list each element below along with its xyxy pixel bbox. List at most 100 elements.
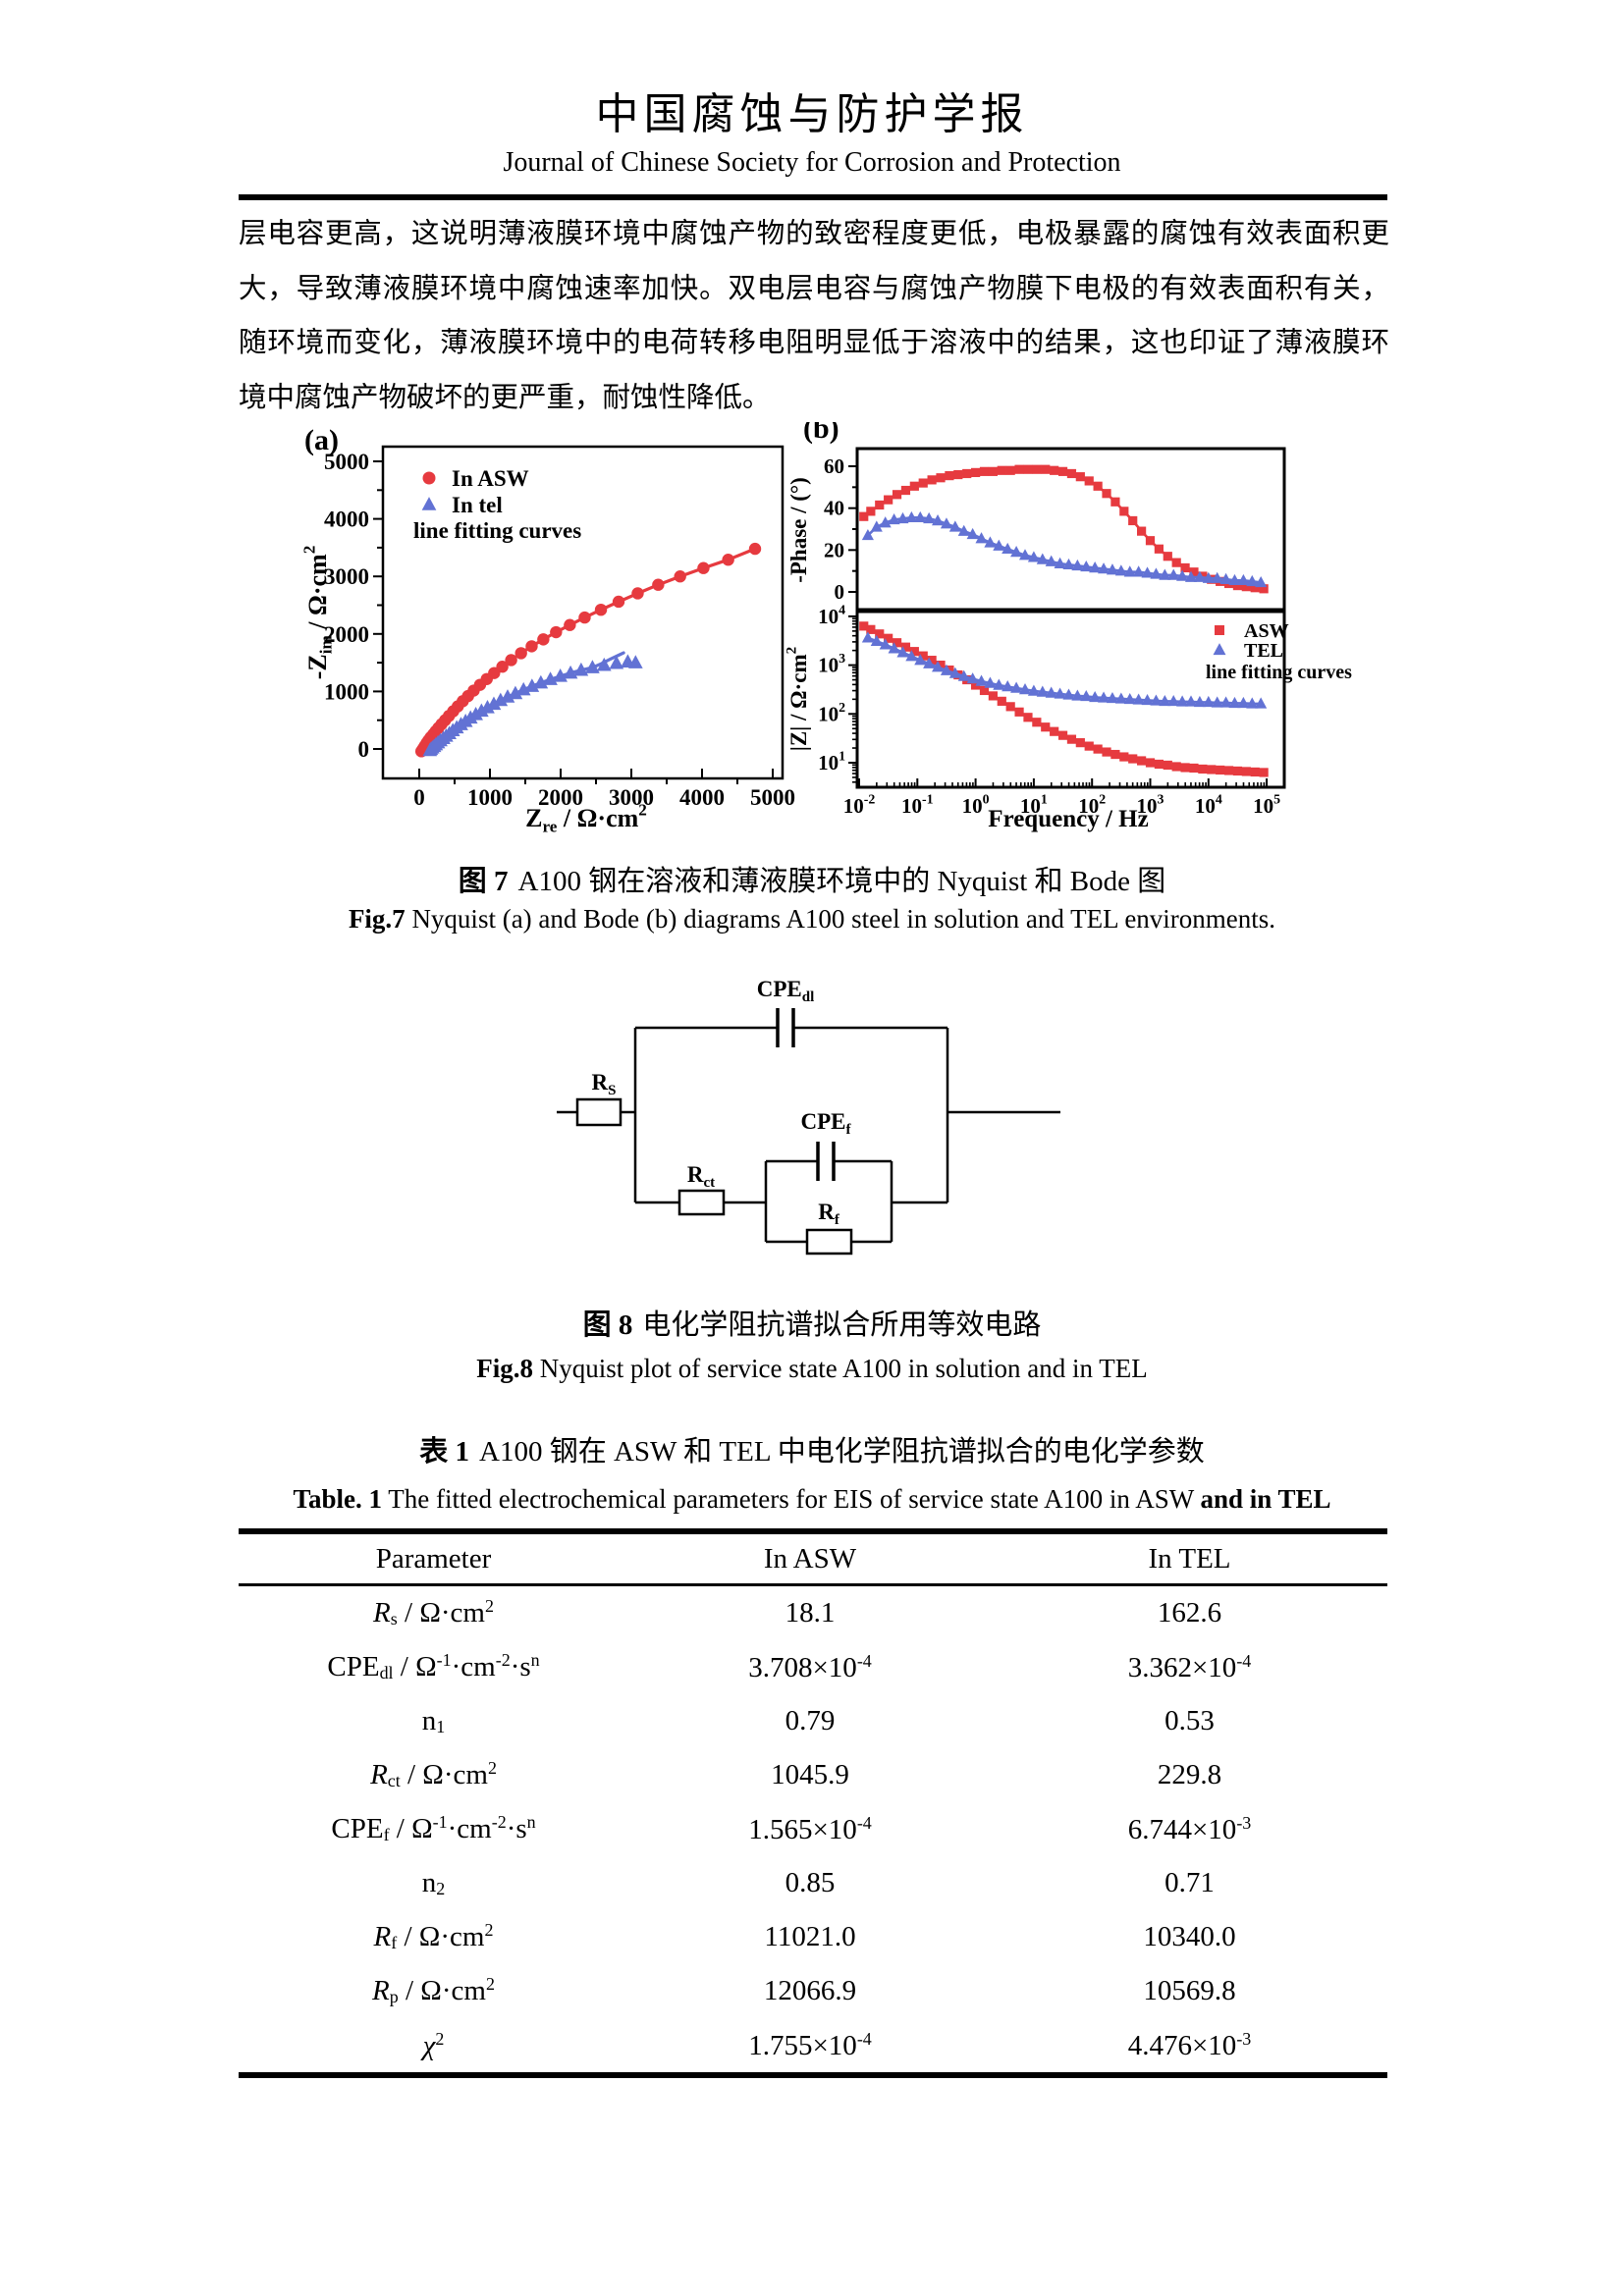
panel-b-label: (b) xyxy=(803,422,839,445)
svg-text:105: 105 xyxy=(1253,792,1280,818)
asw-value-cell: 18.1 xyxy=(785,1597,836,1629)
label-rs: RS xyxy=(592,1070,617,1098)
table-row: Rf / Ω·cm2 11021.0 10340.0 xyxy=(239,1910,1387,1964)
label-cpedl: CPEdl xyxy=(757,977,815,1005)
bode-legend-asw: ASW xyxy=(1244,620,1289,642)
table-row: CPEf / Ω-1·cm-2·sn 1.565×10-4 6.744×10-3 xyxy=(239,1802,1387,1856)
header-rule xyxy=(239,194,1387,200)
table-row: CPEdl / Ω-1·cm-2·sn 3.708×10-4 3.362×10-4 xyxy=(239,1640,1387,1694)
phase-ytick-label: 40 xyxy=(824,497,844,520)
tel-value-cell: 10340.0 xyxy=(1143,1921,1236,1952)
param-cell: Rp / Ω·cm2 xyxy=(372,1974,495,2007)
paragraph-line: 层电容更高，这说明薄液膜环境中腐蚀产物的致密程度更低，电极暴露的腐蚀有效表面积更 xyxy=(239,219,1389,249)
tel-value-cell: 10569.8 xyxy=(1143,1975,1236,2006)
asw-value-cell: 12066.9 xyxy=(763,1975,857,2006)
svg-text:103: 103 xyxy=(1137,792,1164,818)
svg-text:101: 101 xyxy=(818,749,845,774)
nyquist-panel: 0 1000 2000 3000 4000 5000 0 1000 2000 3000 4000 50… xyxy=(299,424,795,836)
paragraph-line: 境中腐蚀产物破坏的更严重，耐蚀性降低。 xyxy=(239,382,771,413)
paragraph-line: 随环境而变化，薄液膜环境中的电荷转移电阻明显低于溶液中的结果，这也印证了薄液膜环 xyxy=(239,328,1389,358)
journal-title-en: Journal of Chinese Society for Corrosion… xyxy=(503,147,1121,178)
figure-7: 0 1000 2000 3000 4000 5000 0 1000 2000 3000 4000 50… xyxy=(285,412,1365,854)
fig7-caption-zh: 图 7 A100 钢在溶液和薄液膜环境中的 Nyquist 和 Bode 图 xyxy=(458,866,1166,897)
asw-value-cell: 1.565×10-4 xyxy=(748,1812,872,1845)
eis-parameters-table: Parameter In ASW In TEL Rs / Ω·cm2 18.1 162.6… xyxy=(239,1528,1387,2078)
nyquist-ytick-label: 2000 xyxy=(324,622,369,647)
table-header-cell: In TEL xyxy=(1148,1542,1231,1575)
svg-text:102: 102 xyxy=(818,700,845,725)
nyquist-ylabel: -Zim / Ω·cm2 xyxy=(299,546,335,680)
svg-text:103: 103 xyxy=(818,651,845,676)
svg-text:10-2: 10-2 xyxy=(843,792,876,818)
table1-caption-en: Table. 1 The fitted electrochemical para… xyxy=(293,1484,1331,1514)
param-cell: Rf / Ω·cm2 xyxy=(373,1920,494,1953)
table-row: Rct / Ω·cm2 1045.9 229.8 xyxy=(239,1748,1387,1802)
asw-value-cell: 0.79 xyxy=(785,1705,836,1736)
svg-text:100: 100 xyxy=(962,792,990,818)
bode-legend-tel: TEL xyxy=(1244,640,1283,662)
resistor-rf xyxy=(805,1228,853,1255)
asw-value-cell: 0.85 xyxy=(785,1867,836,1898)
svg-text:104: 104 xyxy=(818,602,845,627)
tel-value-cell: 162.6 xyxy=(1157,1597,1222,1629)
phase-ytick-label: 0 xyxy=(835,580,845,604)
paragraph-line: 大，导致薄液膜环境中腐蚀速率加快。双电层电容与腐蚀产物膜下电极的有效表面积有关， xyxy=(239,273,1389,304)
nyquist-ytick-label: 1000 xyxy=(324,679,369,704)
phase-ytick-label: 20 xyxy=(824,538,844,561)
param-cell: CPEdl / Ω-1·cm-2·sn xyxy=(327,1650,540,1683)
svg-text:102: 102 xyxy=(1078,792,1106,818)
phase-series-asw xyxy=(859,464,1269,594)
asw-value-cell: 3.708×10-4 xyxy=(748,1650,872,1683)
nyquist-series-in-tel xyxy=(422,651,643,757)
table-row: n2 0.85 0.71 xyxy=(239,1856,1387,1910)
resistor-rct xyxy=(677,1189,726,1216)
svg-text:10-1: 10-1 xyxy=(901,792,934,818)
tel-value-cell: 6.744×10-3 xyxy=(1127,1812,1252,1845)
param-cell: n1 xyxy=(421,1704,446,1737)
body-paragraph: 层电容更高，这说明薄液膜环境中腐蚀产物的致密程度更低，电极暴露的腐蚀有效表面积更… xyxy=(239,207,1389,425)
svg-text:104: 104 xyxy=(1195,792,1222,818)
phase-ylabel: -Phase / (°) xyxy=(786,477,811,583)
tel-value-cell: 4.476×10-3 xyxy=(1127,2028,1252,2061)
label-rct: Rct xyxy=(687,1162,715,1191)
tel-value-cell: 0.53 xyxy=(1164,1705,1215,1736)
bode-phase-panel: 0 20 40 60 -Phase / (°) (b) xyxy=(786,412,1286,613)
nyquist-legend-tel: In tel xyxy=(452,493,503,517)
fig7-caption-en: Fig.7 Nyquist (a) and Bode (b) diagrams … xyxy=(348,904,1276,934)
nyquist-ytick-label: 3000 xyxy=(324,564,369,589)
nyquist-ytick-label: 5000 xyxy=(324,450,369,474)
circuit-wires: RS CPEdl Rct CPEf Rf xyxy=(557,977,1060,1255)
param-cell: χ2 xyxy=(422,2028,445,2061)
nyquist-ytick-label: 0 xyxy=(358,737,370,762)
param-cell: Rct / Ω·cm2 xyxy=(370,1758,497,1791)
param-cell: Rs / Ω·cm2 xyxy=(373,1596,494,1629)
tel-value-cell: 3.362×10-4 xyxy=(1127,1650,1252,1683)
tel-value-cell: 229.8 xyxy=(1157,1759,1222,1790)
fig8-caption-en: Fig.8 Nyquist plot of service state A100… xyxy=(476,1354,1148,1383)
impedance-ylabel: |Z| / Ω·cm2 xyxy=(784,647,811,751)
impedance-series-asw xyxy=(859,621,1269,777)
table-row: Rs / Ω·cm2 18.1 162.6 xyxy=(239,1586,1387,1640)
asw-value-cell: 1.755×10-4 xyxy=(748,2028,872,2061)
nyquist-ytick-label: 4000 xyxy=(324,507,369,532)
phase-series-tel xyxy=(861,510,1268,588)
nyquist-legend-fit: line fitting curves xyxy=(413,518,581,543)
figure-8: RS CPEdl Rct CPEf Rf xyxy=(511,962,1100,1286)
table-header-cell: Parameter xyxy=(375,1542,492,1575)
equivalent-circuit-diagram: RS CPEdl Rct CPEf Rf xyxy=(557,977,1060,1255)
fig8-caption-zh: 图 8 电化学阻抗谱拟合所用等效电路 xyxy=(582,1309,1042,1341)
nyquist-legend-asw: In ASW xyxy=(452,466,529,491)
asw-value-cell: 1045.9 xyxy=(771,1759,849,1790)
bode-xlabel: Frequency / Hz xyxy=(988,806,1148,832)
nyquist-xtick-label: 4000 xyxy=(679,785,725,810)
table-row: Rp / Ω·cm2 12066.9 10569.8 xyxy=(239,1964,1387,2018)
table-row: χ2 1.755×10-4 4.476×10-3 xyxy=(239,2018,1387,2072)
resistor-rs xyxy=(575,1097,623,1127)
journal-title-zh: 中国腐蚀与防护学报 xyxy=(595,90,1029,138)
bode-impedance-panel: 104 103 102 101 10-2 10-1 100 101 102 103 104 105 AS… xyxy=(784,602,1352,832)
nyquist-xtick-label: 2000 xyxy=(538,785,583,810)
nyquist-xtick-label: 1000 xyxy=(467,785,513,810)
nyquist-xtick-label: 0 xyxy=(413,785,425,810)
panel-a-label: (a) xyxy=(304,424,339,456)
